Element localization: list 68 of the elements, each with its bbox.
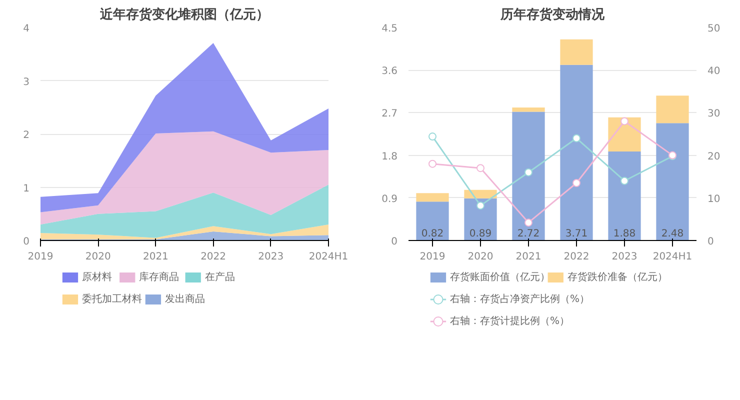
- y-tick-label: 3: [23, 76, 30, 88]
- legend-label: 存货账面价值（亿元）: [450, 271, 550, 283]
- point: [572, 178, 580, 187]
- legend-label: 在产品: [204, 271, 235, 283]
- point: [476, 202, 484, 210]
- data-label: 2.72: [517, 228, 540, 240]
- legend-label: 库存商品: [139, 271, 180, 283]
- y2-tick-label: 0: [708, 236, 714, 248]
- point: [620, 117, 628, 126]
- y-tick-label: 0: [391, 236, 398, 248]
- bar: [560, 64, 593, 240]
- bar: [464, 190, 497, 198]
- y2-tick-label: 10: [708, 194, 720, 205]
- legend-label: 右轴：存货占净资产比例（%）: [450, 293, 590, 305]
- x-tick-label: 2019: [28, 252, 54, 262]
- legend-label: 委托加工材料: [82, 293, 142, 305]
- x-tick-label: 2020: [85, 252, 111, 262]
- bar: [416, 193, 449, 202]
- point: [428, 132, 436, 141]
- point: [572, 134, 580, 142]
- bar: [512, 107, 545, 112]
- y-tick-label: 1.8: [382, 151, 398, 162]
- data-label: 2.48: [661, 228, 684, 240]
- y-tick-label: 0.9: [382, 194, 398, 205]
- y-tick-label: 3.6: [382, 66, 398, 78]
- bar: [416, 202, 449, 240]
- point: [524, 218, 532, 227]
- chart-title: 近年存货变化堆积图（亿元）: [99, 6, 269, 22]
- y-tick-label: 0: [23, 236, 30, 248]
- data-label: 0.89: [469, 228, 492, 240]
- chart-title: 历年存货变动情况: [500, 6, 606, 22]
- x-tick-label: 2022: [564, 252, 590, 262]
- y-tick-label: 2.7: [382, 108, 398, 120]
- point: [620, 176, 628, 185]
- bar: [608, 152, 641, 240]
- legend-label: 发出商品: [164, 293, 205, 305]
- y2-tick-label: 40: [708, 66, 720, 78]
- bar: [656, 96, 689, 124]
- bar: [560, 39, 593, 65]
- bar: [464, 198, 497, 240]
- bar: [512, 112, 545, 240]
- y2-tick-label: 20: [708, 151, 720, 162]
- x-tick-label: 2024H1: [308, 252, 348, 262]
- legend-label: 存货跌价准备（亿元）: [567, 271, 668, 283]
- x-tick-label: 2023: [612, 252, 638, 262]
- x-tick-label: 2021: [142, 252, 168, 262]
- x-tick-label: 2024H1: [652, 252, 692, 262]
- data-label: 3.71: [565, 228, 588, 240]
- x-tick-label: 2023: [258, 252, 284, 262]
- y-tick-label: 1: [23, 183, 30, 194]
- y2-tick-label: 50: [708, 24, 720, 34]
- y-tick-label: 2: [23, 130, 30, 141]
- y-tick-label: 4.5: [382, 24, 398, 34]
- x-tick-label: 2021: [516, 252, 542, 262]
- point: [476, 164, 484, 172]
- data-label: 1.88: [613, 228, 636, 240]
- x-tick-label: 2019: [420, 252, 446, 262]
- point: [524, 168, 532, 176]
- bar: [656, 123, 689, 240]
- legend-label: 右轴：存货计提比例（%）: [450, 315, 570, 327]
- x-tick-label: 2020: [468, 252, 494, 262]
- y2-tick-label: 30: [708, 108, 720, 120]
- y-tick-label: 4: [23, 24, 30, 34]
- bar: [608, 117, 641, 152]
- point: [428, 160, 436, 168]
- data-label: 0.82: [421, 228, 444, 240]
- x-tick-label: 2022: [200, 252, 226, 262]
- legend-label: 原材料: [82, 271, 112, 283]
